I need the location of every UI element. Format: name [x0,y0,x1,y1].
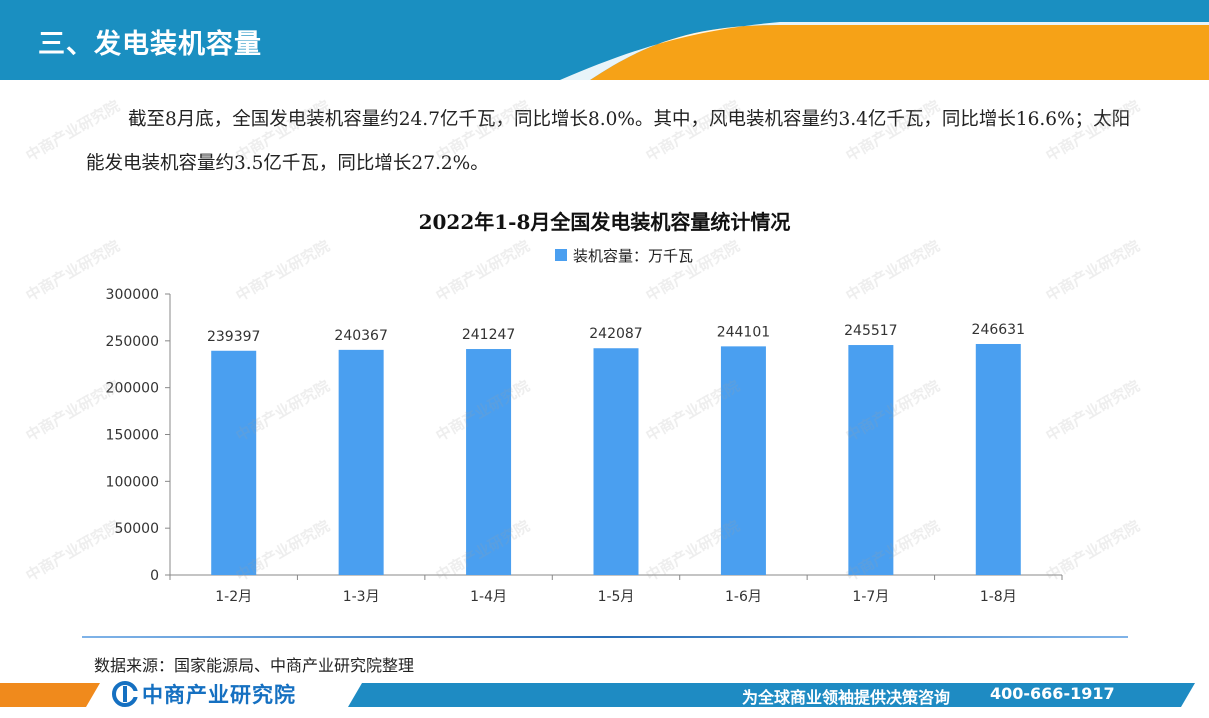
company-logo: 中商产业研究院 [112,680,296,708]
logo-icon [112,681,138,707]
bar-1-3月 [338,349,384,575]
data-label: 245517 [844,323,897,339]
footer-phone: 400-666-1917 [990,684,1115,703]
x-tick-label: 1-2月 [215,589,252,605]
legend-swatch [555,249,567,261]
bar-1-2月 [211,350,257,575]
y-tick-label: 0 [150,568,159,584]
header-banner: 三、发电装机容量 [0,0,1209,80]
footer-slogan: 为全球商业领袖提供决策咨询 [742,688,951,707]
x-tick-label: 1-8月 [980,589,1017,605]
data-label: 239397 [207,329,260,345]
bar-1-6月 [720,346,766,575]
bar-1-4月 [466,349,512,575]
y-tick-label: 50000 [114,521,159,537]
chart-legend: 装机容量：万千瓦 [555,244,693,266]
bar-1-7月 [848,345,894,575]
y-tick-label: 250000 [106,334,159,350]
page-title: 三、发电装机容量 [38,29,262,60]
x-tick-label: 1-3月 [343,589,380,605]
x-tick-label: 1-6月 [725,589,762,605]
y-tick-label: 300000 [106,287,159,303]
x-tick-label: 1-7月 [852,589,889,605]
x-tick-label: 1-4月 [470,589,507,605]
data-label: 240367 [334,328,387,344]
data-label: 241247 [462,327,515,343]
data-source: 数据来源：国家能源局、中商产业研究院整理 [94,656,415,675]
legend-label: 装机容量：万千瓦 [573,246,694,265]
y-tick-label: 150000 [106,428,159,444]
x-tick-label: 1-5月 [598,589,635,605]
data-label: 244101 [717,324,770,340]
chart-title: 2022年1-8月全国发电装机容量统计情况 [418,210,791,234]
y-tick-label: 200000 [106,381,159,397]
header-background [0,0,1209,80]
footer-bar [0,683,1209,707]
intro-paragraph: 截至8月底，全国发电装机容量约24.7亿千瓦，同比增长8.0%。其中，风电装机容… [86,109,1131,174]
bar-1-5月 [593,348,639,575]
logo-text: 中商产业研究院 [142,683,296,707]
bar-1-8月 [975,343,1021,575]
footer-background [0,683,1195,707]
data-label: 242087 [589,326,642,342]
y-tick-label: 100000 [106,474,159,490]
data-label: 246631 [972,322,1025,338]
divider-line [82,636,1128,638]
